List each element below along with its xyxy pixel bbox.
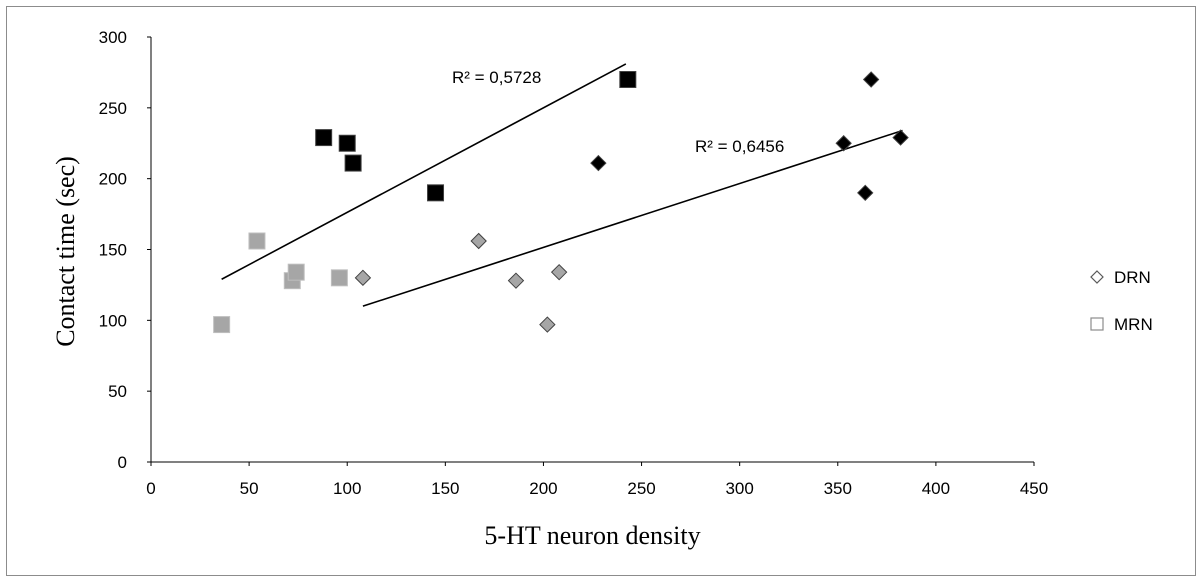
x-axis-title: 5-HT neuron density — [484, 521, 700, 550]
y-tick-label: 300 — [99, 28, 127, 47]
r-squared-annotations: R² = 0,5728 R² = 0,6456 — [452, 68, 784, 156]
x-tick-label: 50 — [240, 479, 259, 498]
drn-point — [591, 156, 606, 171]
legend-square-marker — [1091, 318, 1103, 330]
x-tick-label: 100 — [333, 479, 361, 498]
drn-point — [540, 317, 555, 332]
r-squared-label: R² = 0,5728 — [452, 68, 541, 87]
y-tick-label: 50 — [108, 382, 127, 401]
drn-point — [355, 270, 370, 285]
mrn-point — [331, 270, 347, 286]
x-tick-labels: 0 50 100 150 200 250 300 350 400 450 — [146, 462, 1048, 498]
legend: DRN MRN — [1091, 268, 1153, 334]
x-tick-label: 200 — [529, 479, 557, 498]
x-tick-label: 0 — [146, 479, 155, 498]
x-tick-label: 250 — [627, 479, 655, 498]
y-tick-labels: 0 50 100 150 200 250 300 — [99, 28, 151, 472]
mrn-point — [214, 317, 230, 333]
y-tick-label: 150 — [99, 241, 127, 260]
data-points — [214, 72, 908, 333]
mrn-point — [428, 185, 444, 201]
mrn-point — [339, 135, 355, 151]
y-axis-title: Contact time (sec) — [51, 156, 80, 347]
r-squared-label: R² = 0,6456 — [695, 137, 784, 156]
y-tick-label: 250 — [99, 99, 127, 118]
trendline — [222, 64, 626, 279]
legend-label: DRN — [1114, 268, 1151, 287]
drn-point — [552, 265, 567, 280]
x-tick-label: 150 — [431, 479, 459, 498]
legend-diamond-marker — [1091, 271, 1103, 283]
drn-point — [858, 185, 873, 200]
mrn-point — [288, 264, 304, 280]
drn-point — [508, 273, 523, 288]
mrn-point — [345, 155, 361, 171]
axes — [151, 37, 1034, 462]
mrn-point — [249, 233, 265, 249]
legend-label: MRN — [1114, 315, 1153, 334]
x-tick-label: 450 — [1020, 479, 1048, 498]
x-tick-label: 300 — [725, 479, 753, 498]
mrn-point — [316, 130, 332, 146]
trendline — [363, 131, 903, 307]
y-tick-label: 0 — [118, 453, 127, 472]
y-tick-label: 200 — [99, 170, 127, 189]
y-tick-label: 100 — [99, 311, 127, 330]
drn-point — [864, 72, 879, 87]
x-tick-label: 400 — [922, 479, 950, 498]
drn-point — [471, 234, 486, 249]
x-tick-label: 350 — [824, 479, 852, 498]
mrn-point — [620, 72, 636, 88]
